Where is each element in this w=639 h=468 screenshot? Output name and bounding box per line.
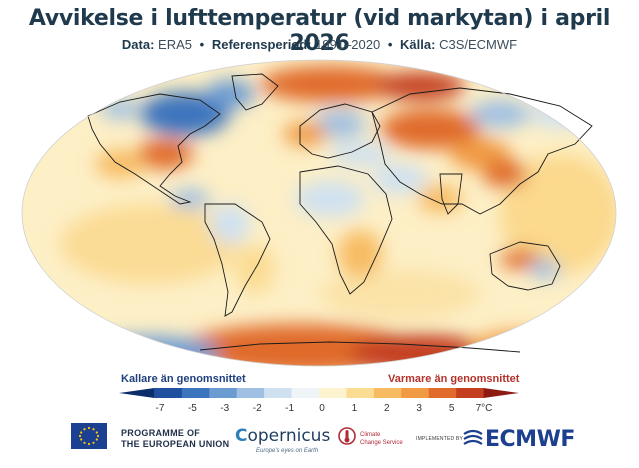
source-label: Källa: [400, 37, 436, 52]
colorbar-tick-label: 1 [352, 403, 358, 414]
colorbar-swatch [346, 388, 375, 398]
implemented-by-label: IMPLEMENTED BY [416, 436, 463, 442]
north-america-outline [87, 93, 221, 205]
colorbar-tick-label: -1 [285, 403, 294, 414]
colorbar-tick-label: -2 [253, 403, 262, 414]
c3s-line-2: Change Service [360, 440, 403, 446]
map-subtitle: Data: ERA5 • Referensperiod: 1991–2020 •… [0, 37, 639, 52]
copernicus-logo: Copernicus [235, 426, 330, 446]
colorbar-swatch [154, 388, 183, 398]
footer-logos: PROGRAMME OF THE EUROPEAN UNION Copernic… [0, 418, 639, 466]
data-label: Data: [121, 37, 155, 52]
asia-outline [371, 87, 593, 215]
colorbar-tick-label: 0 [319, 403, 325, 414]
copernicus-tagline: Europe's eyes on Earth [256, 448, 319, 454]
anomaly-field [22, 60, 616, 366]
europe-outline [299, 103, 381, 159]
colorbar-swatch [319, 388, 347, 398]
greenland-outline [231, 73, 279, 111]
separator-dot: • [387, 37, 393, 52]
colder-label: Kallare än genomsnittet [121, 373, 246, 385]
colorbar-tick-label: 5 [449, 403, 455, 414]
map-title: Avvikelse i lufttemperatur (vid markytan… [28, 6, 611, 56]
colorbar-swatch [291, 388, 320, 398]
india-outline [439, 173, 463, 215]
coastlines [87, 73, 593, 353]
colorbar-tick-label: 7°C [476, 403, 493, 414]
c3s-line-1: Climate [360, 432, 381, 438]
c3s-text: Climate Change Service [360, 431, 403, 447]
colorbar-swatch [181, 388, 210, 398]
colorbar-tick-label: -5 [188, 403, 197, 414]
eu-flag-icon [71, 423, 107, 449]
data-value: ERA5 [158, 37, 193, 52]
colorbar-tick-label: 3 [416, 403, 422, 414]
colorbar: -7 -5 -3 -2 -1 0 1 2 3 5 7°C [119, 388, 519, 414]
warmer-label: Varmare än genomsnittet [388, 373, 520, 385]
antarctica-outline [199, 341, 521, 353]
colorbar-swatch [428, 388, 457, 398]
eu-programme-text: PROGRAMME OF THE EUROPEAN UNION [121, 428, 229, 450]
colorbar-swatch [456, 388, 484, 398]
colorbar-swatch [264, 388, 292, 398]
ecmwf-logo: ECMWF [485, 427, 575, 452]
eu-line-1: PROGRAMME OF [121, 428, 201, 438]
ecmwf-swirl-icon [463, 429, 483, 445]
eu-line-2: THE EUROPEAN UNION [121, 439, 230, 449]
colorbar-swatch [373, 388, 402, 398]
reference-label: Referensperiod: [211, 37, 312, 52]
colorbar-swatch [401, 388, 430, 398]
africa-outline [299, 165, 393, 295]
colorbar-swatch [119, 388, 155, 398]
c3s-icon [338, 427, 356, 445]
colorbar-tick-label: -7 [156, 403, 165, 414]
south-america-outline [204, 203, 271, 317]
colorbar-swatch [483, 388, 519, 398]
temperature-anomaly-map [21, 59, 617, 367]
australia-outline [489, 241, 561, 291]
separator-dot: • [199, 37, 205, 52]
reference-value: 1991–2020 [315, 37, 381, 52]
copernicus-name: opernicus [247, 426, 331, 446]
colorbar-swatch [209, 388, 238, 398]
colorbar-swatch [236, 388, 265, 398]
copernicus-c-icon: C [235, 426, 248, 446]
globe-border [21, 59, 617, 367]
source-value: C3S/ECMWF [439, 37, 518, 52]
colorbar-tick-label: 2 [384, 403, 390, 414]
colorbar-tick-label: -3 [220, 403, 229, 414]
